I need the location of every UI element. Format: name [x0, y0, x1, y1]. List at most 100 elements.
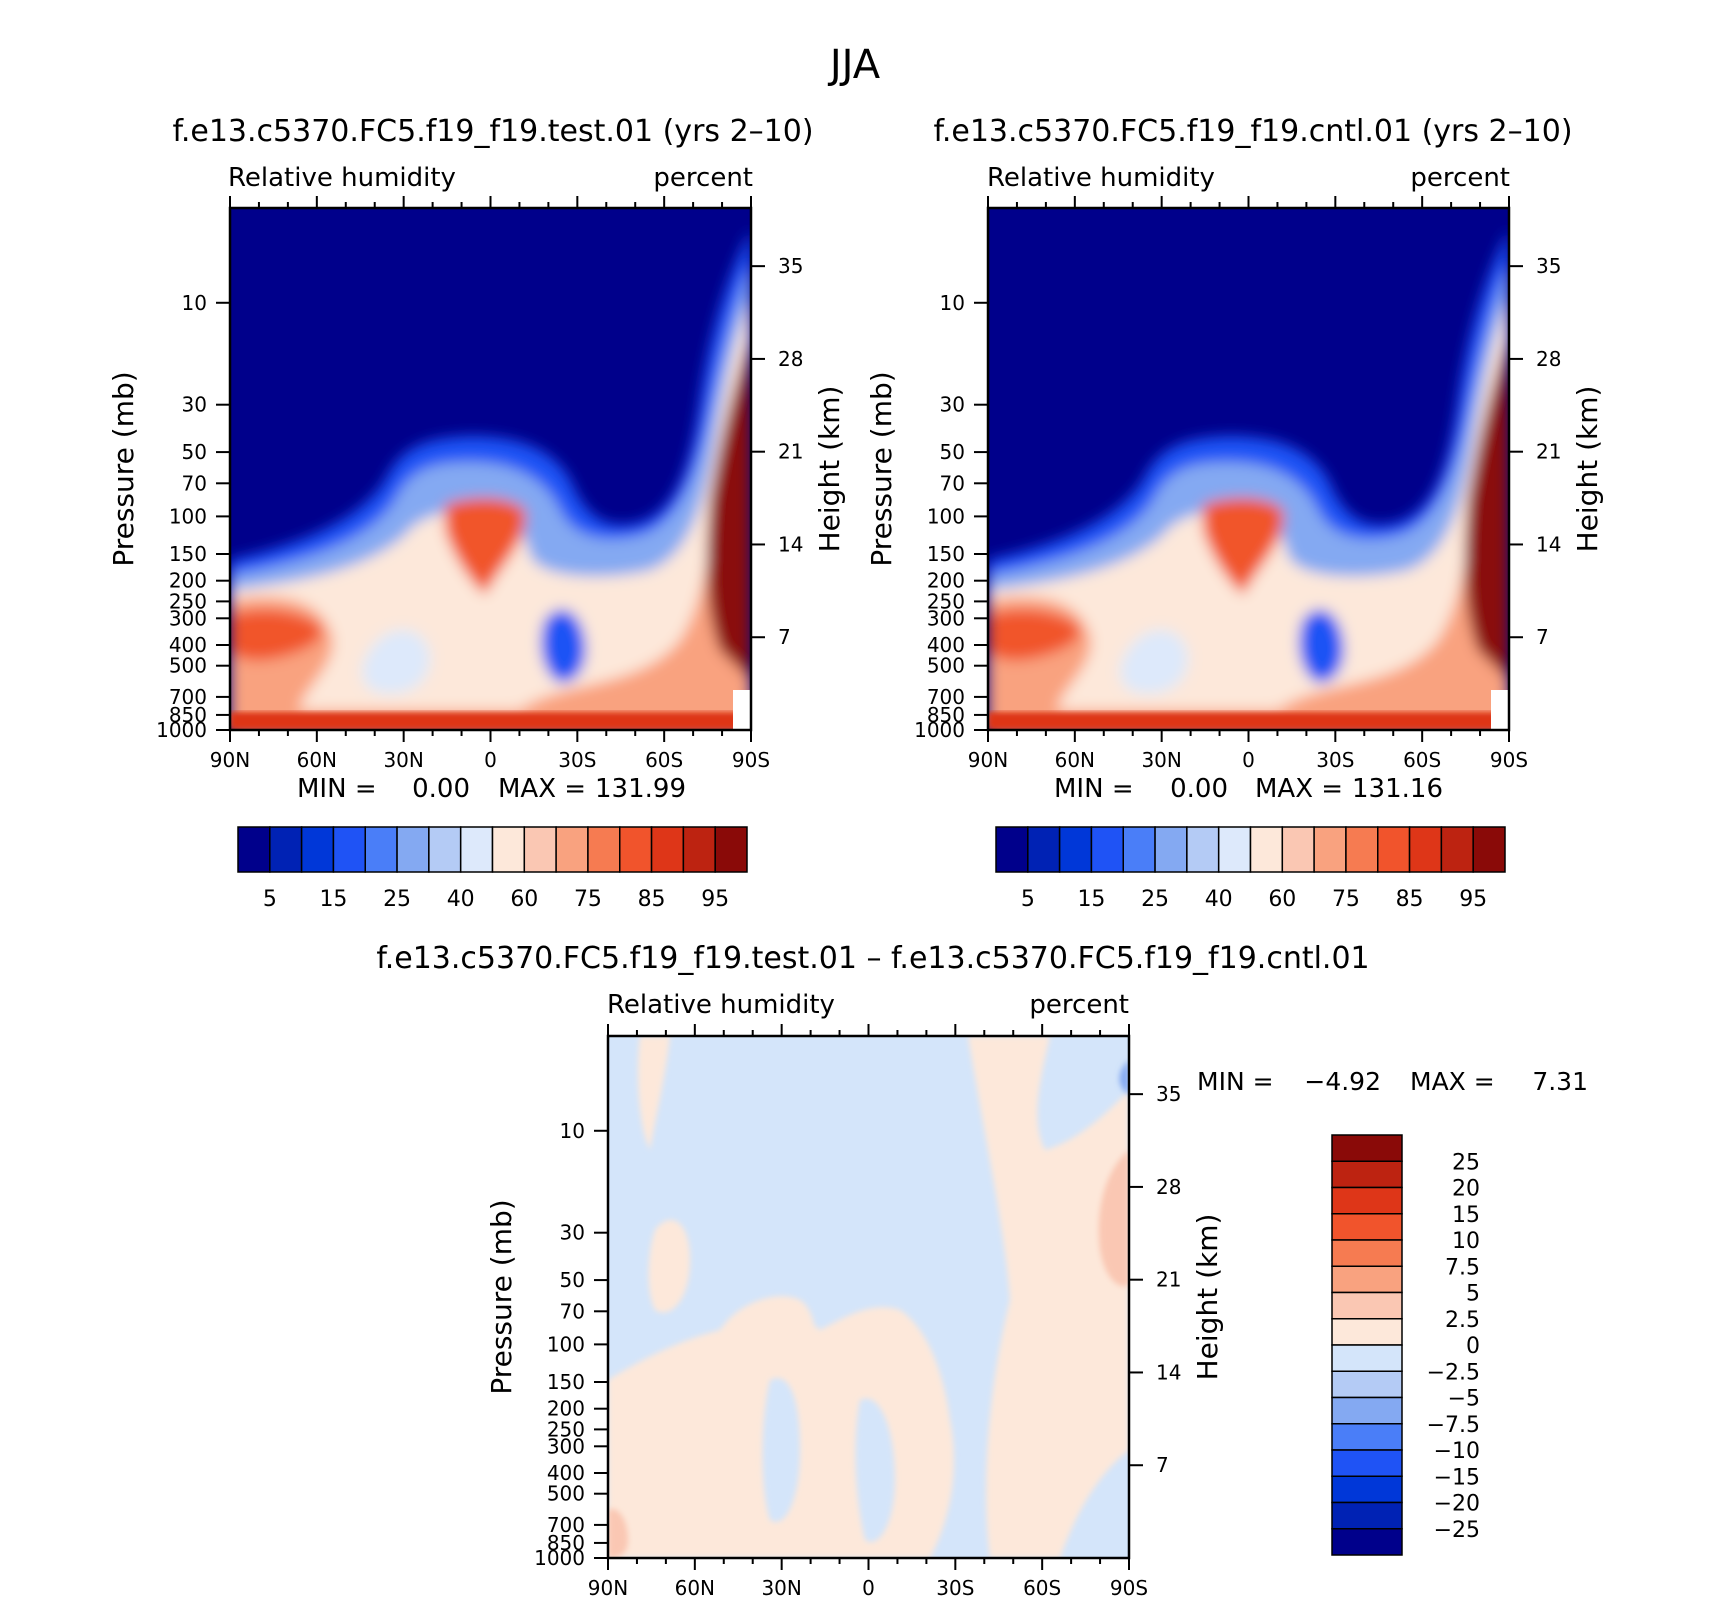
diff-panel-title: f.e13.c5370.FC5.f19_f19.test.01 – f.e13.…: [376, 941, 1369, 976]
diff-max-value: 7.31: [1532, 1067, 1588, 1096]
test-min-value: 0.00: [412, 774, 470, 804]
cntl-colorbar-swatch: [1472, 826, 1506, 873]
test-units-label: percent: [653, 163, 753, 193]
test-colorbar-label: 25: [383, 887, 411, 912]
test-height-tick-label: 28: [778, 347, 803, 371]
diff-y-tick-label: 10: [560, 1119, 585, 1143]
test-colorbar-swatch: [523, 826, 557, 873]
diff-y-tick-label: 150: [547, 1370, 585, 1394]
cntl-x-tick-label: 90N: [968, 748, 1008, 772]
cntl-colorbar-swatch: [1440, 826, 1474, 873]
test-colorbar-swatch: [364, 826, 398, 873]
mid-lat-moist-band: [988, 609, 1080, 661]
diff-colorbar-swatch: [1331, 1423, 1403, 1451]
positive-diff-upper-trop: [720, 1296, 816, 1360]
test-colorbar-label: 95: [701, 887, 729, 912]
cntl-x-tick-label: 60S: [1403, 748, 1441, 772]
test-minmax: MIN = 0.00 MAX = 131.99: [297, 774, 686, 804]
diff-colorbar-label: −25: [1434, 1518, 1480, 1543]
cntl-y-tick-label: 50: [940, 440, 965, 464]
topography-mask: [733, 690, 751, 730]
cntl-y-tick-label: 300: [927, 606, 965, 630]
test-colorbar-swatch: [587, 826, 621, 873]
cntl-colorbar-label: 75: [1332, 887, 1360, 912]
diff-minmax: MIN = −4.92 MAX = 7.31: [1197, 1067, 1588, 1096]
test-x-tick-label: 90N: [210, 748, 250, 772]
positive-diff-sh-strat: [968, 1036, 1129, 1558]
diff-colorbar-label: 2.5: [1445, 1308, 1480, 1333]
diff-variable-label: Relative humidity: [607, 990, 835, 1020]
test-y-tick-label: 500: [169, 654, 207, 678]
test-y-tick-label: 250: [169, 589, 207, 613]
southern-dry-core: [541, 609, 586, 683]
cntl-colorbar-swatch: [1027, 826, 1061, 873]
cntl-colorbar-swatch: [1154, 826, 1188, 873]
diff-y-tick-label: 850: [547, 1531, 585, 1555]
cntl-y-tick-label: 10: [940, 291, 965, 315]
test-colorbar: 5 15 25 40 60 75 85 95: [237, 826, 748, 912]
diff-x-tick-label: 60S: [1023, 1576, 1061, 1600]
test-y-tick-label: 700: [169, 685, 207, 709]
diff-y-tick-label: 400: [547, 1461, 585, 1485]
test-colorbar-swatch: [300, 826, 335, 873]
diff-x-tick-label: 90S: [1110, 1576, 1148, 1600]
cntl-y-tick-label: 70: [940, 471, 965, 495]
diff-colorbar-swatch: [1331, 1318, 1403, 1346]
cntl-y-tick-label: 250: [927, 589, 965, 613]
diff-colorbar-label: 15: [1452, 1203, 1480, 1228]
test-colorbar-label: 60: [510, 887, 538, 912]
test-y-tick-label: 70: [182, 471, 207, 495]
test-colorbar-label: 75: [574, 887, 602, 912]
test-height-tick-label: 21: [778, 440, 803, 464]
negative-diff-tropics: [762, 1378, 800, 1522]
diff-height-tick-label: 7: [1156, 1453, 1169, 1477]
diff-colorbar-swatch: [1331, 1449, 1403, 1477]
negative-diff-30s: [855, 1398, 895, 1542]
test-x-tick-label: 30N: [383, 748, 423, 772]
cntl-panel-title: f.e13.c5370.FC5.f19_f19.cntl.01 (yrs 2–1…: [933, 114, 1572, 149]
diff-height-tick-label: 14: [1156, 1360, 1181, 1384]
cntl-x-tick-label: 60N: [1055, 748, 1095, 772]
northern-subtropical-dry: [1120, 629, 1189, 694]
diff-colorbar-label: 7.5: [1445, 1255, 1480, 1280]
test-variable-label: Relative humidity: [228, 163, 456, 193]
cntl-colorbar-swatch: [1186, 826, 1220, 873]
diff-colorbar-swatch: [1331, 1528, 1403, 1556]
diff-colorbar-swatch: [1331, 1344, 1403, 1372]
test-rh-field: [230, 208, 751, 730]
test-colorbar-swatch: [555, 826, 589, 873]
cntl-colorbar-label: 5: [1021, 887, 1035, 912]
cntl-y-tick-label: 850: [927, 703, 965, 727]
test-colorbar-swatch: [332, 826, 366, 873]
test-colorbar-swatch: [682, 826, 716, 873]
antarctic-high-rh: [707, 340, 751, 680]
cntl-min-value: 0.00: [1170, 774, 1228, 804]
cntl-colorbar-swatch: [1345, 826, 1379, 873]
cntl-max-value: 131.16: [1352, 774, 1443, 804]
cntl-height-tick-label: 35: [1536, 254, 1561, 278]
surface-moist-strip: [230, 712, 751, 730]
cntl-right-axis-title: Height (km): [1571, 386, 1604, 553]
test-colorbar-label: 85: [638, 887, 666, 912]
test-colorbar-swatch: [491, 826, 526, 873]
diff-x-tick-label: 30S: [936, 1576, 974, 1600]
test-y-tick-label: 300: [169, 606, 207, 630]
diff-height-tick-label: 35: [1156, 1082, 1181, 1106]
near-surface-moist: [988, 340, 1509, 730]
cntl-height-tick-label: 14: [1536, 532, 1561, 556]
test-height-tick-label: 14: [778, 532, 803, 556]
test-y-tick-label: 850: [169, 703, 207, 727]
test-y-tick-label: 150: [169, 542, 207, 566]
test-x-tick-label: 60N: [297, 748, 337, 772]
cntl-y-tick-label: 100: [927, 504, 965, 528]
cntl-y-tick-label: 700: [927, 685, 965, 709]
cntl-colorbar-swatch: [1217, 826, 1252, 873]
test-min-label: MIN =: [297, 774, 377, 804]
test-colorbar-swatch: [459, 826, 494, 873]
colorbars-layer: 5 15 25 40 60 75 85 95 5 15 25 40 60 75 85 95252015107.…: [237, 826, 1506, 1556]
diff-colorbar-swatch: [1331, 1213, 1403, 1241]
test-colorbar-swatch: [650, 826, 685, 873]
diff-colorbar-swatch: [1331, 1475, 1403, 1504]
